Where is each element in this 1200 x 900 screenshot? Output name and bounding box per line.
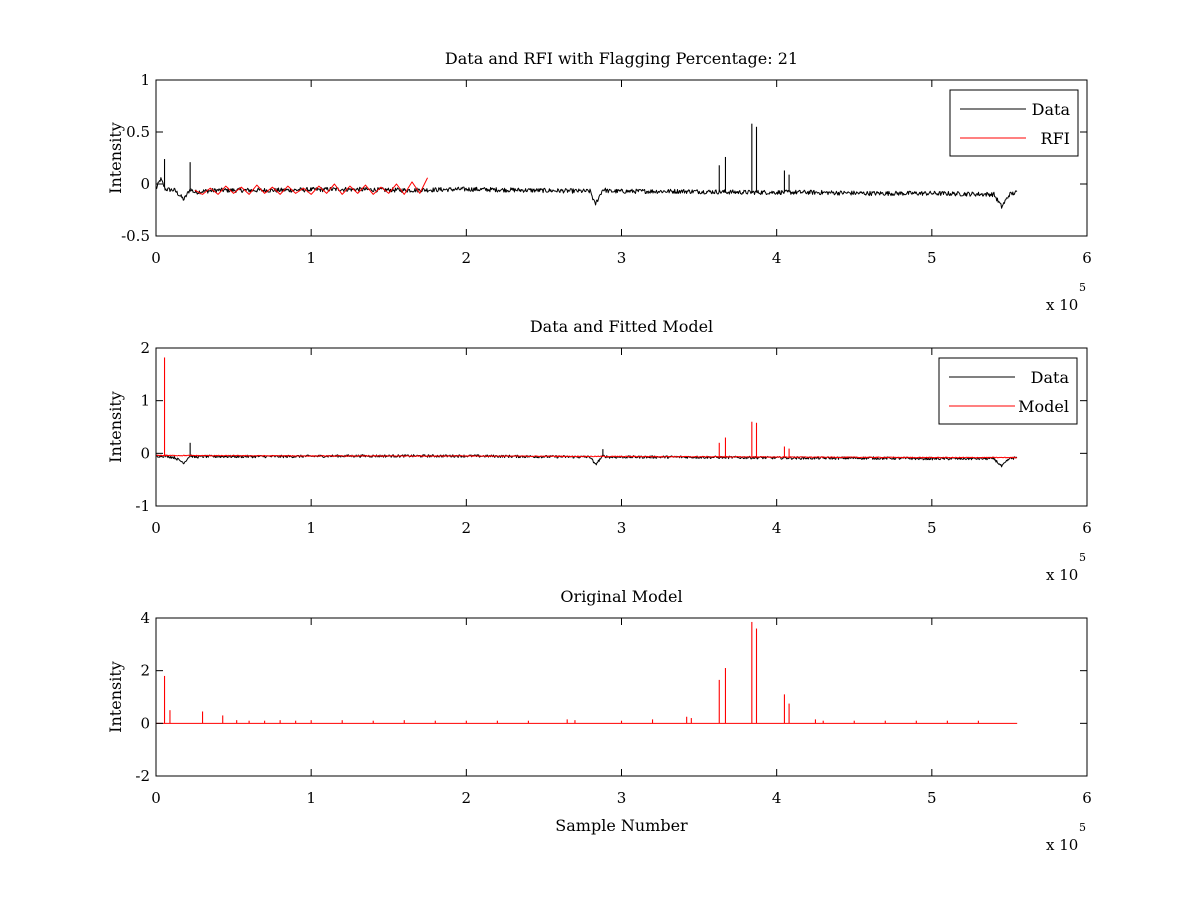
axes-box <box>155 617 1088 777</box>
series-line-1 <box>156 454 1018 468</box>
x-tick-label: 2 <box>462 519 472 537</box>
x-tick-label: 5 <box>927 519 937 537</box>
x-exponent-power: 5 <box>1079 281 1086 294</box>
x-tick-label: 0 <box>151 519 161 537</box>
x-tick-label: 5 <box>927 789 937 807</box>
x-tick-label: 3 <box>617 789 627 807</box>
series-group <box>156 357 1018 468</box>
x-tick-label: 4 <box>772 519 782 537</box>
y-tick-label: 0.5 <box>126 123 150 141</box>
x-tick-label: 3 <box>617 519 627 537</box>
y-tick-label: -0.5 <box>121 227 150 245</box>
legend: Data RFI <box>949 89 1079 157</box>
y-tick-label: 2 <box>140 662 150 680</box>
x-exponent-label: x 10 <box>1046 836 1078 854</box>
x-tick-label: 6 <box>1082 789 1092 807</box>
x-exponent-power: 5 <box>1079 551 1086 564</box>
x-tick-label: 1 <box>306 789 316 807</box>
x-exponent-label: x 10 <box>1046 296 1078 314</box>
series-group <box>156 123 1018 209</box>
y-axis-label: Intensity <box>106 661 125 733</box>
axes-box <box>155 79 1088 237</box>
legend-label: RFI <box>1041 129 1070 148</box>
series-line-2 <box>156 454 1018 459</box>
x-tick-label: 2 <box>462 249 472 267</box>
x-exponent-label: x 10 <box>1046 566 1078 584</box>
chart-title: Data and RFI with Flagging Percentage: 2… <box>445 49 798 68</box>
x-tick-label: 2 <box>462 789 472 807</box>
x-tick-label: 6 <box>1082 519 1092 537</box>
y-tick-label: 1 <box>140 71 150 89</box>
x-tick-label: 5 <box>927 249 937 267</box>
x-tick-label: 4 <box>772 789 782 807</box>
x-tick-label: 1 <box>306 519 316 537</box>
legend-box <box>938 357 1078 425</box>
y-tick-label: 4 <box>140 609 150 627</box>
y-axis-label: Intensity <box>106 122 125 194</box>
y-tick-label: 0 <box>140 444 150 462</box>
x-tick-label: 0 <box>151 789 161 807</box>
x-axis-label: Sample Number <box>555 816 688 835</box>
y-tick-label: 0 <box>140 714 150 732</box>
y-axis-label: Intensity <box>106 391 125 463</box>
legend-label: Model <box>1018 397 1069 416</box>
y-tick-label: 2 <box>140 339 150 357</box>
x-tick-label: 3 <box>617 249 627 267</box>
legend: Data Model <box>938 357 1078 425</box>
legend-box <box>949 89 1079 157</box>
x-tick-label: 4 <box>772 249 782 267</box>
y-tick-label: -1 <box>135 497 150 515</box>
legend-label: Data <box>1032 100 1071 119</box>
chart-title: Original Model <box>560 587 682 606</box>
chart-title: Data and Fitted Model <box>530 317 713 336</box>
series-group <box>156 621 1018 724</box>
x-tick-label: 1 <box>306 249 316 267</box>
series-line-2 <box>194 177 428 195</box>
x-tick-label: 0 <box>151 249 161 267</box>
y-tick-label: -2 <box>135 767 150 785</box>
x-tick-label: 6 <box>1082 249 1092 267</box>
x-exponent-power: 5 <box>1079 821 1086 834</box>
legend-label: Data <box>1031 368 1070 387</box>
y-tick-label: 0 <box>140 175 150 193</box>
series-line-1 <box>156 177 1018 209</box>
y-tick-label: 1 <box>140 392 150 410</box>
